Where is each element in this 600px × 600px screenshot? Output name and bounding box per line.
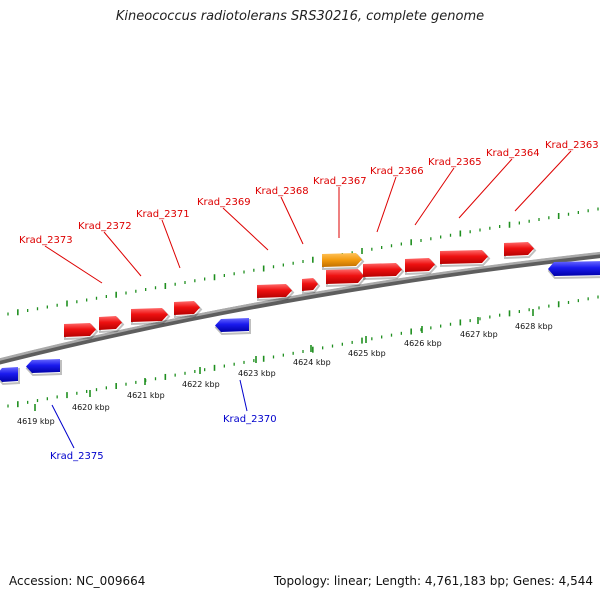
forward-gene-arrow[interactable] <box>174 301 203 319</box>
forward-gene-arrow-shape[interactable] <box>405 258 435 272</box>
forward-gene-label: Krad_2373 <box>19 235 73 246</box>
kbp-scale-label: 4625 kbp <box>348 349 386 358</box>
kbp-scale-label: 4621 kbp <box>127 391 165 400</box>
highlighted-gene-arrow[interactable] <box>322 253 365 271</box>
forward-gene-label: Krad_2368 <box>255 186 309 197</box>
reverse-gene-arrow[interactable] <box>25 359 62 377</box>
forward-gene-arrow[interactable] <box>326 269 367 288</box>
reverse-gene-arrow[interactable] <box>547 261 600 280</box>
gene-features[interactable] <box>0 242 600 386</box>
forward-gene-arrow[interactable] <box>99 316 125 334</box>
forward-gene-arrow-shape[interactable] <box>302 278 318 291</box>
forward-label-leader <box>280 196 304 245</box>
reverse-gene-label: Krad_2375 <box>50 451 104 462</box>
forward-gene-label: Krad_2371 <box>136 209 190 220</box>
kbp-scale-label: 4622 kbp <box>182 380 220 389</box>
forward-gene-label: Krad_2366 <box>370 166 424 177</box>
genome-backbone <box>0 251 600 365</box>
kbp-scale-label: 4620 kbp <box>72 403 110 412</box>
accession-label: Accession: NC_009664 <box>9 574 146 588</box>
forward-gene-arrow[interactable] <box>131 308 171 326</box>
gene-labels: 4619 kbp 4620 kbp 4621 kbp 4622 kbp 4623 kbp… <box>17 140 599 462</box>
reverse-gene-label: Krad_2370 <box>223 414 277 425</box>
forward-gene-arrow-shape[interactable] <box>131 308 168 322</box>
reverse-gene-arrow[interactable] <box>214 318 251 336</box>
map-title: Kineococcus radiotolerans SRS30216, comp… <box>115 9 485 24</box>
kbp-scale-label: 4619 kbp <box>17 417 55 426</box>
reverse-label-leader <box>51 404 75 449</box>
kbp-scale-label: 4627 kbp <box>460 330 498 339</box>
forward-label-leader <box>103 231 142 277</box>
forward-gene-arrow-shape[interactable] <box>363 263 402 277</box>
reverse-gene-arrow-shape[interactable] <box>0 367 18 382</box>
forward-label-leader <box>514 150 572 212</box>
forward-gene-arrow-shape[interactable] <box>99 316 122 330</box>
scale-ticks <box>7 207 599 411</box>
forward-gene-arrow-shape[interactable] <box>504 242 534 256</box>
forward-gene-arrow-shape[interactable] <box>257 284 292 298</box>
forward-gene-arrow[interactable] <box>504 242 537 260</box>
forward-label-leader <box>44 245 103 284</box>
forward-label-leader <box>414 167 455 226</box>
forward-gene-arrow-shape[interactable] <box>326 269 364 284</box>
backbone-line <box>0 251 600 361</box>
kbp-scale-label: 4623 kbp <box>238 369 276 378</box>
forward-gene-label: Krad_2372 <box>78 221 132 232</box>
kbp-scale-label: 4624 kbp <box>293 358 331 367</box>
reverse-gene-arrow-shape[interactable] <box>26 359 60 373</box>
label-leader-lines <box>44 150 572 449</box>
forward-gene-label: Krad_2363 <box>545 140 599 151</box>
forward-label-leader <box>376 176 397 233</box>
forward-gene-label: Krad_2367 <box>313 176 367 187</box>
forward-gene-arrow[interactable] <box>64 323 99 341</box>
forward-gene-arrow-shape[interactable] <box>64 323 96 337</box>
forward-label-leader <box>458 158 513 219</box>
forward-gene-label: Krad_2365 <box>428 157 482 168</box>
reverse-gene-arrow[interactable] <box>0 367 20 386</box>
genome-stats-label: Topology: linear; Length: 4,761,183 bp; … <box>273 574 593 588</box>
forward-label-leader <box>161 219 181 269</box>
forward-gene-label: Krad_2369 <box>197 197 251 208</box>
highlighted-gene-arrow-shape[interactable] <box>322 253 362 267</box>
forward-label-leader <box>222 207 269 251</box>
forward-gene-arrow[interactable] <box>440 250 491 268</box>
forward-gene-arrow-shape[interactable] <box>440 250 488 264</box>
forward-gene-arrow[interactable] <box>257 284 295 302</box>
kbp-scale-label: 4626 kbp <box>404 339 442 348</box>
reverse-gene-arrow-shape[interactable] <box>548 261 600 276</box>
forward-gene-label: Krad_2364 <box>486 148 540 159</box>
forward-gene-arrow-shape[interactable] <box>174 301 200 315</box>
reverse-label-leader <box>239 379 248 412</box>
kbp-scale-label: 4628 kbp <box>515 322 553 331</box>
reverse-gene-arrow-shape[interactable] <box>215 318 249 332</box>
forward-gene-arrow[interactable] <box>302 278 321 295</box>
forward-gene-arrow[interactable] <box>363 263 405 281</box>
forward-gene-arrow[interactable] <box>405 258 438 276</box>
backbone-shadow <box>0 252 600 365</box>
